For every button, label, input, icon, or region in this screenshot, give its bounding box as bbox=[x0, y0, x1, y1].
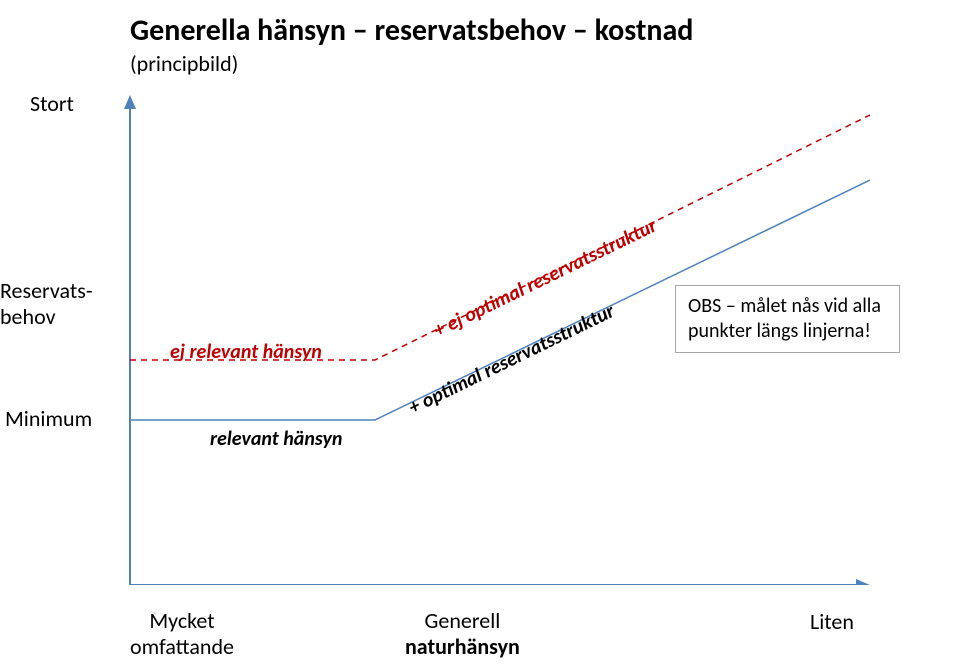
x-axis-label-right: Liten bbox=[810, 608, 854, 635]
note-box: OBS – målet nås vid allapunkter längs li… bbox=[675, 285, 900, 353]
y-axis-label-mid: Reservats- behov bbox=[0, 278, 93, 331]
y-axis-label-bottom: Minimum bbox=[5, 405, 92, 432]
x-axis-label-mid: Generell naturhänsyn bbox=[405, 608, 520, 661]
line-label-relevant: relevant hänsyn bbox=[210, 427, 342, 451]
chart-subtitle: (principbild) bbox=[130, 50, 238, 77]
y-axis-label-top: Stort bbox=[30, 90, 74, 117]
x-axis-label-left: Mycket omfattande bbox=[130, 608, 234, 661]
line-label-ejRelevant: ej relevant hänsyn bbox=[170, 340, 322, 364]
chart-title: Generella hänsyn – reservatsbehov – kost… bbox=[130, 12, 693, 49]
